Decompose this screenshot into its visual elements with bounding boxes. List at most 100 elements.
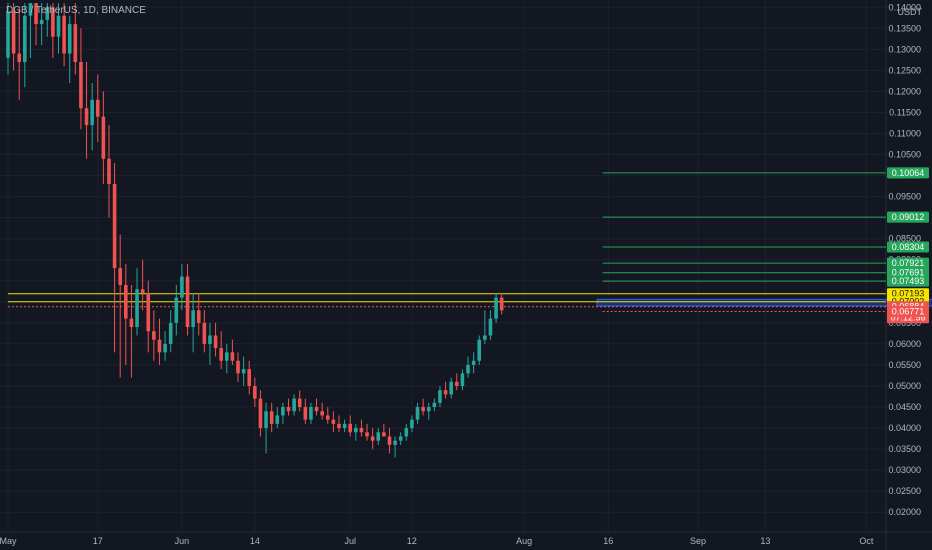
candle-body xyxy=(84,108,89,126)
candle-body xyxy=(101,116,106,159)
candle-body xyxy=(415,407,420,420)
candle-body xyxy=(28,3,33,16)
level-price-label: 0.07493 xyxy=(892,276,925,286)
y-tick-label: 0.05500 xyxy=(888,360,921,370)
candle-body xyxy=(253,385,257,399)
level-price-label: 0.07691 xyxy=(892,268,925,278)
y-tick-label: 0.11000 xyxy=(889,129,921,139)
candle-body xyxy=(174,297,179,323)
candle-body xyxy=(196,310,201,323)
y-tick-label: 0.10500 xyxy=(888,150,921,160)
y-tick-label: 0.06000 xyxy=(888,339,921,349)
candle-body xyxy=(393,440,397,445)
candle-body xyxy=(286,407,291,412)
candle-body xyxy=(95,99,100,117)
candle-body xyxy=(11,11,16,54)
candle-body xyxy=(258,398,263,429)
candle-body xyxy=(230,352,235,361)
y-tick-label: 0.04000 xyxy=(888,423,921,433)
level-price-tag xyxy=(887,267,929,279)
candle-body xyxy=(359,428,364,433)
candle-body xyxy=(39,19,44,25)
y-tick-label: 0.09500 xyxy=(888,192,921,202)
candle-body xyxy=(118,268,122,285)
candle-body xyxy=(370,436,375,441)
candle-body xyxy=(404,428,409,437)
candle-body xyxy=(180,276,184,298)
candle-body xyxy=(477,339,482,361)
candle-body xyxy=(62,15,66,54)
candle-body xyxy=(342,423,347,429)
candle-body xyxy=(79,61,83,109)
x-tick-label: 17 xyxy=(93,536,103,546)
candle-body xyxy=(297,398,302,408)
candle-body xyxy=(471,360,476,365)
candle-body xyxy=(34,3,38,25)
candle-body xyxy=(488,318,493,336)
level-price-label: 0.08304 xyxy=(892,242,925,252)
interval: 1D xyxy=(83,5,96,16)
candle-body xyxy=(449,381,453,395)
candle-body xyxy=(426,407,431,412)
title-sep-1: , xyxy=(77,5,84,16)
level-price-tag xyxy=(887,167,929,179)
candle-body xyxy=(129,318,134,328)
x-tick-label: 13 xyxy=(760,536,770,546)
candle-body xyxy=(421,407,425,412)
candle-body xyxy=(213,335,218,349)
candle-body xyxy=(410,419,414,429)
y-tick-label: 0.13500 xyxy=(888,23,921,33)
candle-body xyxy=(499,297,504,311)
x-tick-label: Aug xyxy=(516,536,532,546)
candle-body xyxy=(163,343,167,353)
candle-body xyxy=(219,348,223,361)
y-tick-label: 0.14000 xyxy=(888,2,921,12)
target-zone xyxy=(596,298,932,307)
x-tick-label: 12 xyxy=(407,536,417,546)
candle-body xyxy=(202,322,207,344)
countdown-label: 07:12:56 xyxy=(890,313,925,323)
level-price-tag xyxy=(887,241,929,253)
candle-body xyxy=(264,411,268,429)
candle-body xyxy=(438,390,442,403)
x-tick-label: Jun xyxy=(175,536,190,546)
candle-body xyxy=(157,339,162,353)
y-tick-label: 0.02000 xyxy=(888,507,921,517)
level-price-tag xyxy=(887,275,929,287)
level-price-label: 0.09012 xyxy=(892,212,925,222)
candle-body xyxy=(23,15,27,62)
candle-body xyxy=(112,183,117,269)
y-tick-label: 0.02500 xyxy=(888,486,921,496)
candle-body xyxy=(432,402,437,408)
candle-body xyxy=(73,24,78,62)
candle-body xyxy=(387,436,392,445)
level-price-tag xyxy=(887,305,929,317)
y-tick-label: 0.03000 xyxy=(888,465,921,475)
candle-body xyxy=(281,407,285,416)
x-tick-label: Oct xyxy=(859,536,874,546)
level-price-label: 0.06771 xyxy=(892,306,925,316)
candle-body xyxy=(124,284,128,319)
y-tick-label: 0.11500 xyxy=(889,107,921,117)
candle-body xyxy=(67,24,72,54)
x-tick-label: Jul xyxy=(344,536,356,546)
candle-body xyxy=(185,276,190,328)
candle-body xyxy=(241,369,246,374)
candle-body xyxy=(275,415,280,424)
candle-body xyxy=(320,411,324,416)
y-tick-label: 0.03500 xyxy=(888,444,921,454)
candle-body xyxy=(90,99,94,126)
exchange: BINANCE xyxy=(101,5,146,16)
candle-body xyxy=(208,335,212,344)
candle-body xyxy=(224,352,229,361)
level-price-label: 0.10064 xyxy=(892,168,925,178)
candle-body xyxy=(494,297,498,319)
candle-body xyxy=(325,415,330,420)
y-tick-label: 0.12000 xyxy=(888,86,921,96)
candle-body xyxy=(146,293,151,332)
y-tick-label: 0.08500 xyxy=(888,234,921,244)
candle-body xyxy=(466,364,470,374)
candle-body xyxy=(191,310,195,328)
candle-body xyxy=(135,289,139,328)
